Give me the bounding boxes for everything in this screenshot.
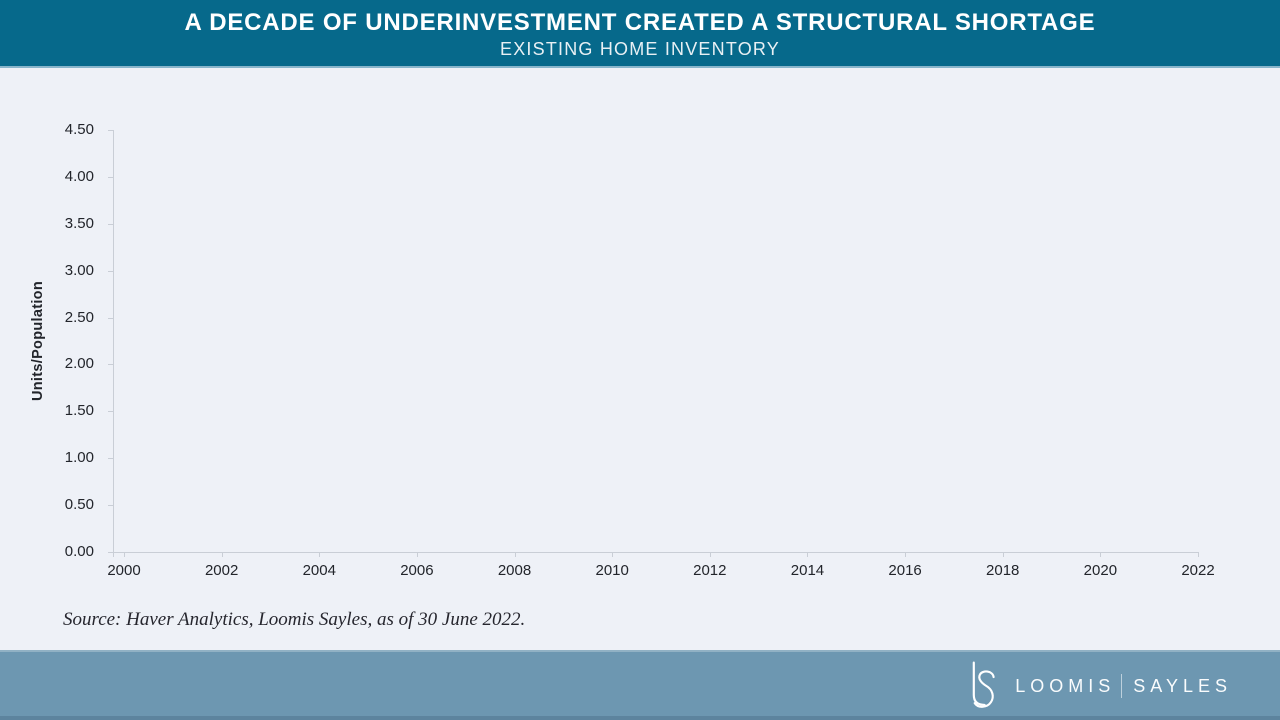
x-tick-label: 2004 [302,562,336,579]
x-axis-line [113,552,1199,553]
x-tick-label: 2022 [1181,562,1215,579]
x-tick-mark [1002,552,1004,557]
brand-sayles: SAYLES [1133,676,1232,696]
y-tick-mark [108,270,113,272]
x-tick-mark [1100,552,1102,557]
y-tick-label: 4.00 [64,167,94,185]
y-tick-label: 3.50 [64,214,94,232]
source-note: Source: Haver Analytics, Loomis Sayles, … [63,609,526,630]
y-tick-mark [108,458,113,460]
brand-divider [1121,674,1123,698]
x-tick-mark [807,552,809,557]
header-banner: A DECADE OF UNDERINVESTMENT CREATED A ST… [0,0,1280,68]
y-tick-label: 3.00 [64,261,94,279]
x-tick-label: 2012 [693,562,727,579]
y-axis-line [113,130,114,557]
x-tick-mark [709,552,711,557]
x-tick-mark [221,552,223,557]
x-tick-mark [416,552,418,557]
x-tick-label: 2006 [400,562,434,579]
x-tick-label: 2000 [107,562,141,579]
y-tick-label: 2.00 [64,355,94,373]
x-tick-label: 2014 [790,562,825,579]
y-axis-title: Units/Population [30,281,46,401]
x-tick-mark [905,552,907,557]
x-tick-label: 2010 [595,562,629,579]
y-tick-label: 2.50 [64,308,94,326]
y-tick-mark [108,317,113,319]
y-tick-mark [108,505,113,507]
x-tick-label: 2016 [888,562,922,579]
slide-subtitle: EXISTING HOME INVENTORY [500,39,780,59]
y-tick-label: 1.00 [64,449,94,467]
x-tick-mark [319,552,321,557]
y-tick-mark [108,364,113,366]
y-tick-mark [108,130,113,131]
ls-monogram-icon [972,661,995,708]
x-tick-label: 2008 [497,562,532,579]
x-tick-mark [514,552,516,557]
y-tick-label: 0.50 [64,496,94,514]
brand-loomis: LOOMIS [1015,676,1116,696]
x-tick-mark [612,552,614,557]
x-tick-mark [124,552,125,557]
loomis-sayles-logo: LOOMIS SAYLES [963,657,1232,715]
y-tick-mark [108,223,113,225]
x-tick-label: 2002 [204,562,239,579]
y-tick-label: 1.50 [64,402,94,420]
y-tick-mark [108,176,113,178]
x-tick-label: 2018 [986,562,1020,579]
y-tick-label: 0.00 [64,543,94,560]
y-tick-mark [108,552,113,553]
x-tick-mark [1198,552,1199,557]
y-tick-label: 4.50 [64,121,94,138]
y-tick-mark [108,411,113,413]
footer-band: LOOMIS SAYLES [0,650,1280,720]
x-tick-label: 2020 [1083,562,1118,579]
slide-title: A DECADE OF UNDERINVESTMENT CREATED A ST… [184,9,1096,36]
